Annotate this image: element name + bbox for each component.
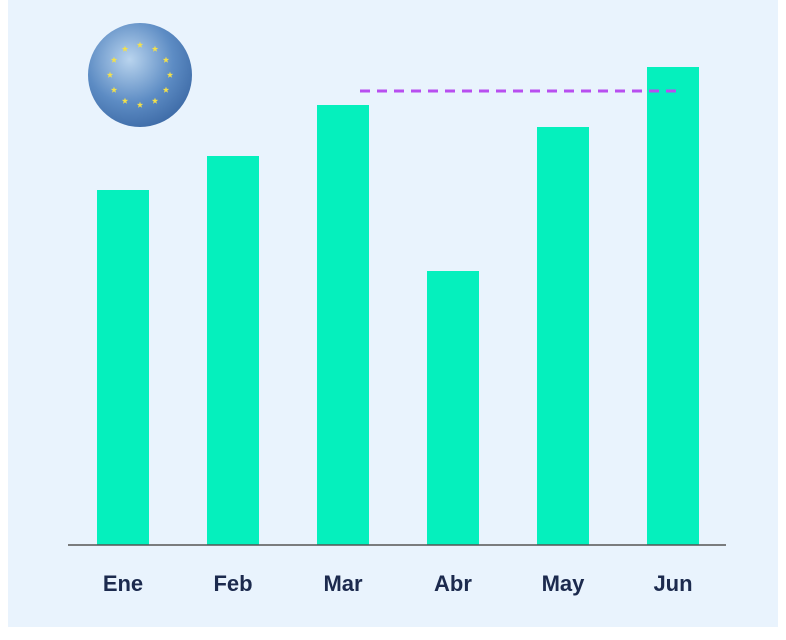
bar bbox=[317, 105, 369, 545]
bar bbox=[647, 67, 699, 545]
x-tick-label: Jun bbox=[653, 571, 692, 596]
globe-icon bbox=[88, 23, 192, 127]
x-tick-label: Feb bbox=[213, 571, 252, 596]
bar bbox=[537, 127, 589, 545]
star bbox=[151, 97, 159, 104]
star bbox=[162, 56, 170, 63]
star bbox=[121, 97, 129, 104]
star bbox=[136, 101, 144, 108]
star bbox=[106, 71, 114, 78]
bar bbox=[97, 190, 149, 545]
x-tick-label: Abr bbox=[434, 571, 472, 596]
x-tick-label: Ene bbox=[103, 571, 143, 596]
bar bbox=[427, 271, 479, 545]
bar bbox=[207, 156, 259, 545]
star bbox=[136, 41, 144, 48]
star bbox=[110, 86, 118, 93]
star bbox=[151, 45, 159, 52]
x-tick-label: May bbox=[542, 571, 586, 596]
star bbox=[162, 86, 170, 93]
star bbox=[166, 71, 174, 78]
star bbox=[110, 56, 118, 63]
star bbox=[121, 45, 129, 52]
x-tick-label: Mar bbox=[323, 571, 363, 596]
